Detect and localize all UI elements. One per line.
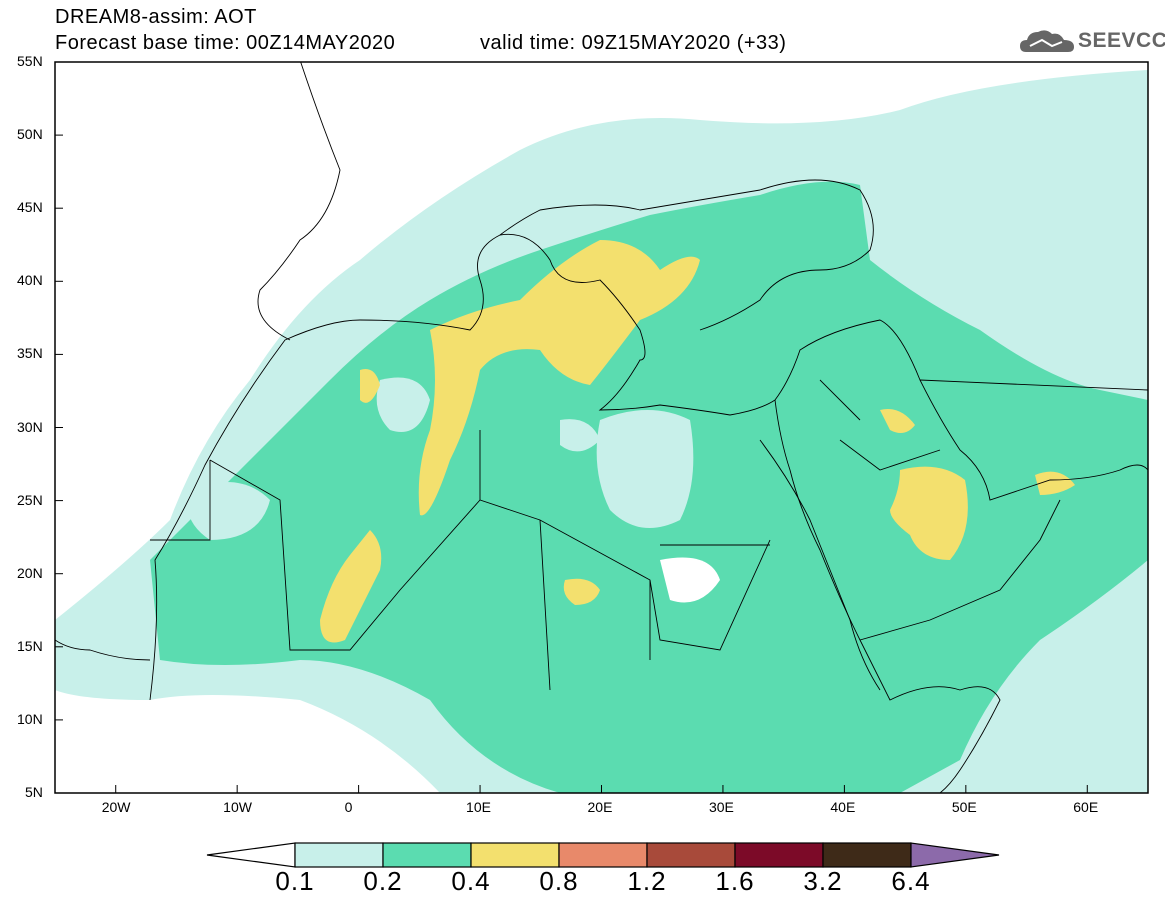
lat-tick-label: 55N (17, 53, 43, 69)
lon-tick-label: 10E (466, 799, 491, 815)
lat-tick-label: 15N (17, 637, 43, 654)
colorbar-swatch (734, 842, 824, 868)
lat-tick-label: 40N (17, 272, 43, 289)
cloud-logo-icon (1020, 30, 1074, 52)
colorbar-swatch (558, 842, 648, 868)
lon-tick-label: 30E (708, 799, 734, 815)
lat-tick-label: 25N (17, 491, 43, 508)
lat-tick-label: 45N (17, 199, 43, 216)
lat-tick-label: 10N (17, 710, 43, 727)
colorbar-swatch (910, 842, 1000, 868)
colorbar-swatch (646, 842, 736, 868)
colorbar-swatch (382, 842, 472, 868)
lat-tick-label: 20N (17, 564, 43, 581)
lat-tick-label: 5N (25, 784, 43, 800)
logo-text: SEEVCCC (1078, 29, 1165, 52)
colorbar-label: 3.2 (803, 866, 843, 896)
colorbar-label: 1.2 (627, 866, 667, 896)
colorbar-swatch (206, 842, 296, 868)
aot-fields (55, 62, 1148, 793)
lon-tick-label: 20E (587, 799, 613, 815)
lat-tick-label: 35N (17, 345, 43, 362)
colorbar-label: 0.4 (451, 866, 491, 896)
colorbar-label: 1.6 (715, 866, 755, 896)
valid-time: valid time: 09Z15MAY2020 (+33) (480, 32, 787, 54)
map-title: DREAM8-assim: AOT (55, 6, 257, 28)
lat-tick-label: 50N (17, 126, 43, 143)
colorbar-swatch (470, 842, 560, 868)
colorbar-label: 0.1 (275, 866, 315, 896)
forecast-base-time: Forecast base time: 00Z14MAY2020 (55, 32, 396, 54)
colorbar-label: 0.2 (363, 866, 403, 896)
lon-tick-label: 40E (830, 799, 856, 815)
coastlines (55, 62, 1148, 793)
colorbar-swatch (822, 842, 912, 868)
lon-tick-label: 50E (951, 799, 977, 815)
lon-tick-label: 10W (223, 799, 252, 815)
lon-tick-label: 0 (344, 799, 353, 815)
colorbar-label: 6.4 (891, 866, 931, 896)
colorbar-swatch (294, 842, 384, 868)
aot-band-high (418, 240, 700, 516)
colorbar-label: 0.8 (539, 866, 579, 896)
lat-tick-label: 30N (17, 418, 43, 435)
lon-tick-label: 20W (101, 799, 131, 815)
lon-tick-label: 60E (1073, 799, 1099, 815)
